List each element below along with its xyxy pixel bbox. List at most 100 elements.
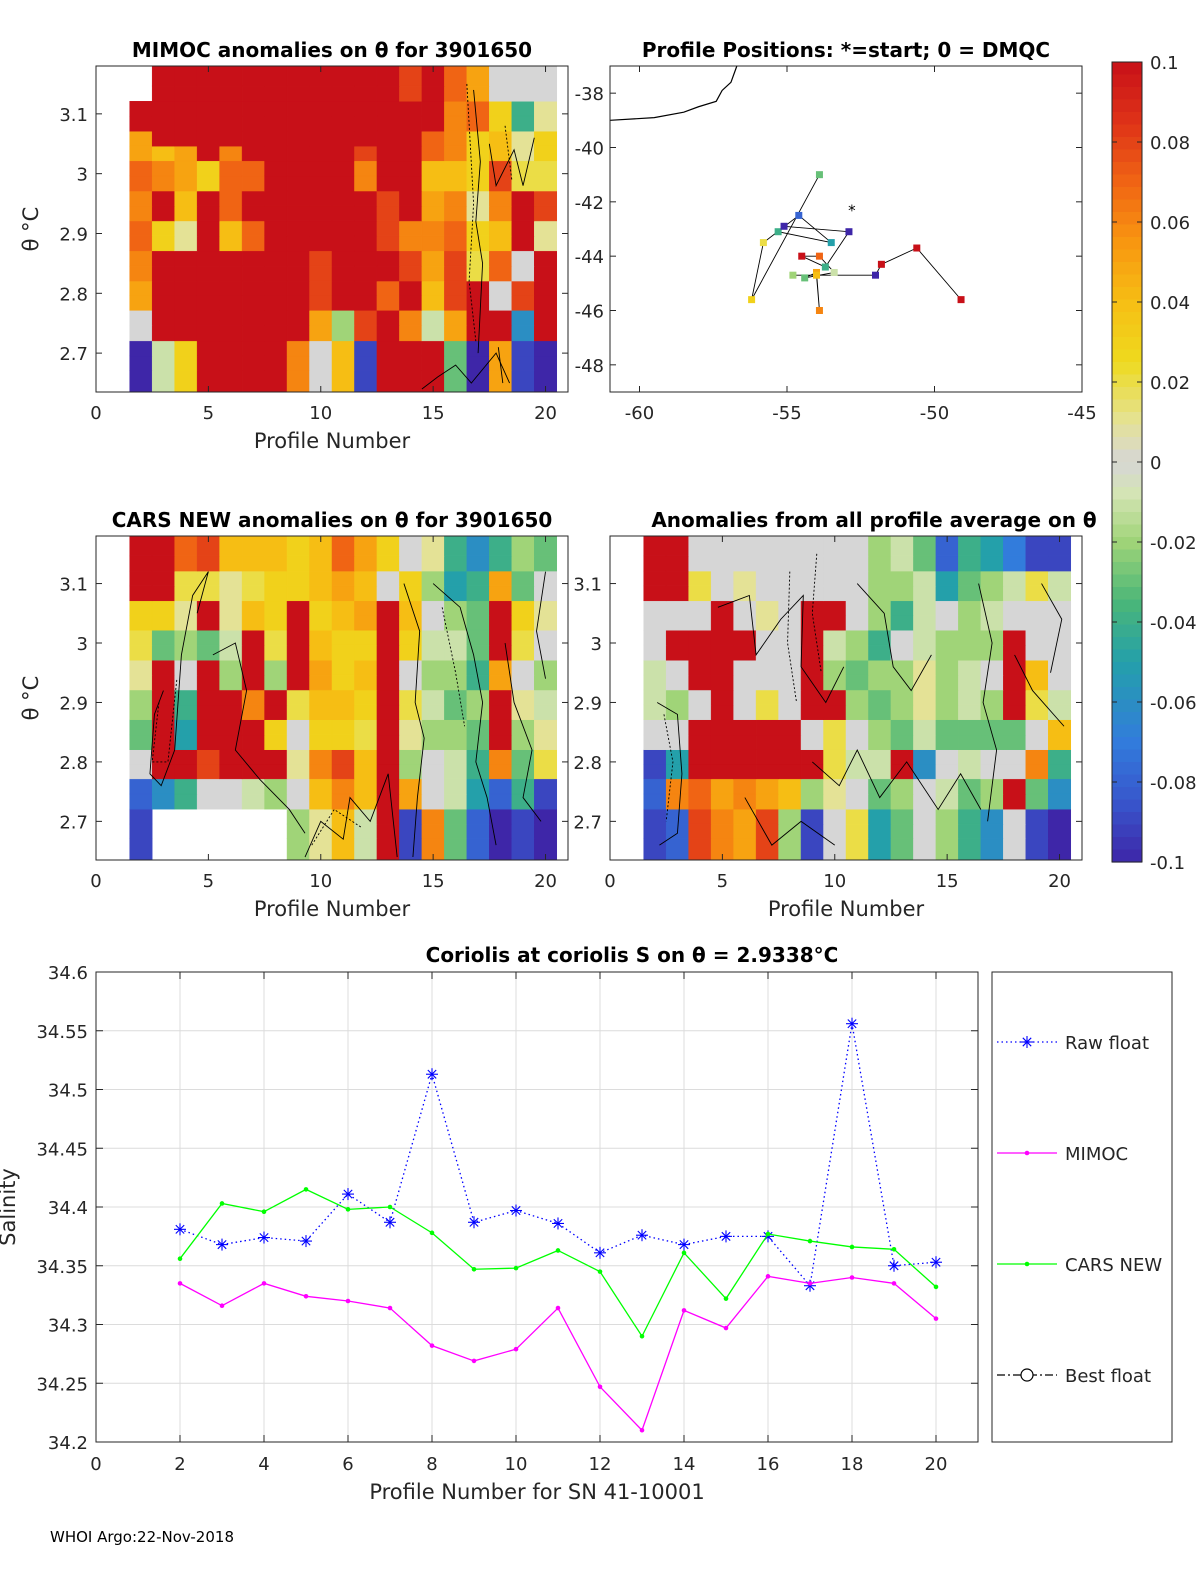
heatmap-cell xyxy=(331,220,355,237)
heatmap-cell xyxy=(1003,555,1027,572)
heatmap-cell xyxy=(643,644,667,661)
profile-position-marker xyxy=(774,228,782,236)
heatmap-cell xyxy=(665,749,689,765)
heatmap-cell xyxy=(643,704,667,720)
profile-position-marker xyxy=(913,244,921,252)
heatmap-cell xyxy=(665,808,689,825)
heatmap-cell xyxy=(935,823,959,839)
heatmap-cell xyxy=(399,250,423,267)
heatmap-cell xyxy=(376,130,400,147)
heatmap-cell xyxy=(1025,838,1049,861)
heatmap-cell xyxy=(174,734,198,750)
heatmap-cell xyxy=(286,585,310,602)
contour-line xyxy=(421,352,510,390)
heatmap-cell xyxy=(710,615,734,631)
x-tick-label: 20 xyxy=(534,403,557,424)
heatmap-cell xyxy=(733,674,757,691)
heatmap-cell xyxy=(399,585,423,602)
heatmap-cell xyxy=(733,535,757,557)
heatmap-cell xyxy=(421,175,445,192)
data-point-raw-float xyxy=(510,1204,522,1217)
data-point-mimoc xyxy=(639,1427,645,1433)
heatmap-cell xyxy=(399,823,423,839)
heatmap-cell xyxy=(151,220,175,237)
heatmap-cell xyxy=(421,101,445,117)
heatmap-cell xyxy=(913,838,937,861)
heatmap-cell xyxy=(354,749,378,765)
heatmap-cell xyxy=(264,659,288,676)
heatmap-cell xyxy=(376,370,400,393)
heatmap-cell xyxy=(845,674,869,691)
heatmap-cell xyxy=(331,190,355,207)
heatmap-cell xyxy=(823,555,847,572)
heatmap-cell xyxy=(196,719,220,736)
x-tick-label: 5 xyxy=(717,871,728,892)
y-tick-label: -42 xyxy=(575,193,604,214)
heatmap-cell xyxy=(264,265,288,282)
data-point-raw-float xyxy=(468,1216,480,1229)
heatmap-cell xyxy=(241,115,265,132)
heatmap-cell xyxy=(444,793,468,810)
heatmap-cell xyxy=(958,585,982,602)
panel-title: CARS NEW anomalies on θ for 3901650 xyxy=(112,508,553,532)
heatmap-cell xyxy=(444,235,468,252)
data-point-mimoc xyxy=(849,1275,855,1280)
heatmap-cell xyxy=(376,265,400,282)
heatmap-cell xyxy=(755,808,779,825)
heatmap-cell xyxy=(733,793,757,810)
heatmap-cell xyxy=(286,674,310,691)
heatmap-cell xyxy=(376,190,400,207)
heatmap-cell xyxy=(219,355,243,371)
colorbar-segment xyxy=(1112,249,1142,263)
heatmap-cell xyxy=(331,704,355,720)
heatmap-cell xyxy=(1003,629,1027,646)
heatmap-cell xyxy=(466,85,490,102)
heatmap-cell xyxy=(196,659,220,676)
heatmap-cell xyxy=(935,764,959,780)
colorbar-segment xyxy=(1112,74,1142,88)
heatmap-cell xyxy=(489,325,513,342)
heatmap-cell xyxy=(309,734,333,750)
heatmap-cell xyxy=(845,555,869,572)
heatmap-cell xyxy=(710,674,734,691)
heatmap-cell xyxy=(1048,749,1072,765)
heatmap-cell xyxy=(196,295,220,311)
colorbar-segment xyxy=(1112,224,1142,238)
heatmap-cell xyxy=(376,340,400,357)
colorbar-segment xyxy=(1112,399,1142,413)
y-tick-label: 3.1 xyxy=(59,575,88,596)
heatmap-cell xyxy=(444,659,468,676)
heatmap-cell xyxy=(466,838,490,861)
heatmap-cell xyxy=(823,793,847,810)
heatmap-cell xyxy=(331,65,355,87)
heatmap-cell xyxy=(129,205,153,222)
heatmap-cell xyxy=(399,295,423,311)
heatmap-cell xyxy=(845,629,869,646)
heatmap-cell xyxy=(399,235,423,252)
heatmap-cell xyxy=(534,85,558,102)
heatmap-cell xyxy=(219,175,243,192)
heatmap-cell xyxy=(958,555,982,572)
heatmap-cell xyxy=(489,793,513,810)
colorbar-segment xyxy=(1112,549,1142,563)
heatmap-cell xyxy=(399,838,423,861)
heatmap-cell xyxy=(868,764,892,780)
heatmap-cell xyxy=(174,355,198,371)
heatmap-cell xyxy=(151,555,175,572)
heatmap-cell xyxy=(1025,659,1049,676)
heatmap-cell xyxy=(129,644,153,661)
heatmap-cell xyxy=(376,600,400,616)
heatmap-cell xyxy=(778,674,802,691)
start-marker: * xyxy=(848,201,856,219)
heatmap-cell xyxy=(913,719,937,736)
colorbar-segment xyxy=(1112,262,1142,276)
colorbar-segment xyxy=(1112,662,1142,676)
heatmap-cell xyxy=(219,85,243,102)
heatmap-cell xyxy=(643,570,667,587)
heatmap-cell xyxy=(241,310,265,326)
heatmap-cell xyxy=(376,175,400,192)
heatmap-cell xyxy=(151,160,175,177)
heatmap-cell xyxy=(958,793,982,810)
heatmap-cell xyxy=(421,130,445,147)
heatmap-cell xyxy=(129,355,153,371)
